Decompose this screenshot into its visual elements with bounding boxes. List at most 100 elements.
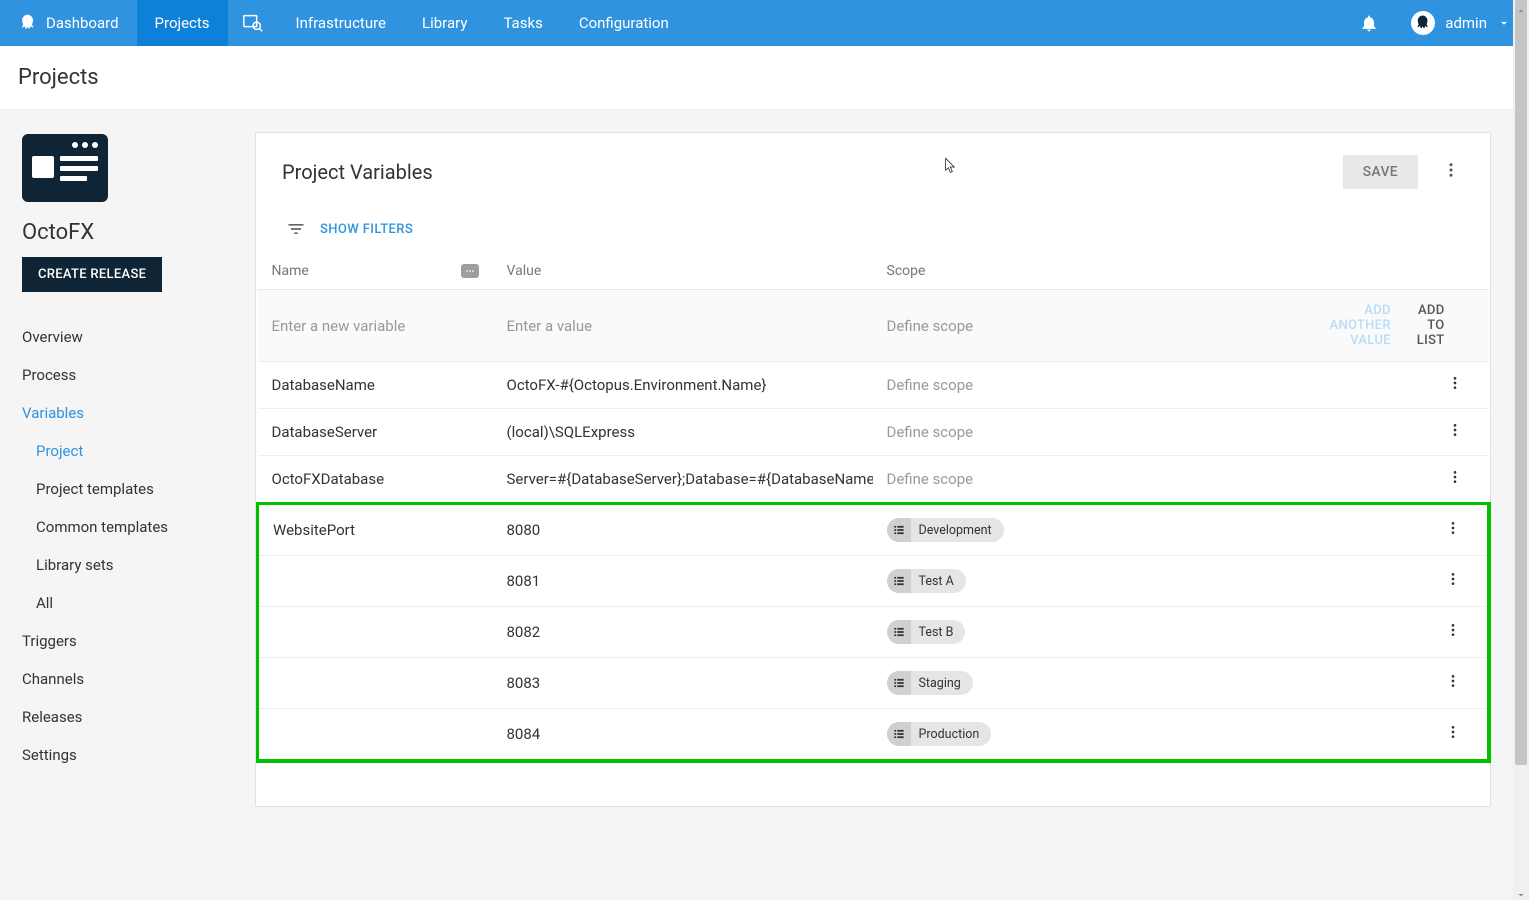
search-card-icon: [242, 12, 264, 34]
nav-infrastructure[interactable]: Infrastructure: [278, 0, 404, 46]
var-value[interactable]: OctoFX-#{Octopus.Environment.Name}: [493, 362, 873, 409]
show-filters-link[interactable]: SHOW FILTERS: [320, 222, 413, 237]
row-more-icon[interactable]: [1441, 669, 1465, 698]
col-name: Name: [272, 263, 309, 279]
project-sidebar: OctoFX CREATE RELEASE Overview Process V…: [0, 110, 235, 900]
var-name[interactable]: DatabaseServer: [258, 409, 493, 456]
sidebar-sub-variables: Project Project templates Common templat…: [22, 432, 213, 622]
sidebar-sub-project-templates[interactable]: Project templates: [36, 470, 213, 508]
col-value: Value: [493, 255, 873, 290]
variable-row[interactable]: 8081 Test A: [258, 556, 1489, 607]
sidebar-item-variables[interactable]: Variables: [22, 394, 213, 432]
sidebar-sub-library-sets[interactable]: Library sets: [36, 546, 213, 584]
var-scope[interactable]: Define scope: [887, 423, 974, 441]
scrollbar[interactable]: [1513, 0, 1529, 900]
nav-tasks-label: Tasks: [503, 14, 542, 32]
user-name: admin: [1445, 14, 1487, 32]
nav-tasks[interactable]: Tasks: [485, 0, 560, 46]
save-button[interactable]: SAVE: [1343, 155, 1418, 189]
new-scope-input[interactable]: Define scope: [887, 317, 974, 335]
nav-infrastructure-label: Infrastructure: [296, 14, 386, 32]
variables-card: Project Variables SAVE SHOW FILTERS: [255, 132, 1491, 807]
notifications-button[interactable]: [1345, 0, 1393, 46]
avatar-icon: [1411, 11, 1435, 35]
scope-badge[interactable]: Test B: [887, 620, 966, 644]
scope-badge-label: Production: [919, 727, 980, 742]
name-help-icon[interactable]: [461, 264, 479, 278]
var-value[interactable]: (local)\SQLExpress: [493, 409, 873, 456]
sidebar-item-triggers[interactable]: Triggers: [22, 622, 213, 660]
sidebar-item-releases[interactable]: Releases: [22, 698, 213, 736]
user-menu[interactable]: admin: [1393, 0, 1529, 46]
row-more-icon[interactable]: [1441, 720, 1465, 749]
chevron-down-icon: [1497, 16, 1511, 30]
main-panel: Project Variables SAVE SHOW FILTERS: [235, 110, 1529, 900]
top-nav: Dashboard Projects Infrastructure Librar…: [0, 0, 1529, 46]
project-logo: [22, 134, 108, 202]
sidebar-item-process[interactable]: Process: [22, 356, 213, 394]
variable-row[interactable]: DatabaseServer (local)\SQLExpress Define…: [258, 409, 1489, 456]
row-more-icon[interactable]: [1441, 567, 1465, 596]
add-another-value-link[interactable]: ADD ANOTHER VALUE: [1330, 303, 1391, 348]
sidebar-item-channels[interactable]: Channels: [22, 660, 213, 698]
add-to-list-link[interactable]: ADD TO LIST: [1417, 303, 1445, 348]
scope-badge[interactable]: Test A: [887, 569, 966, 593]
project-name: OctoFX: [22, 220, 213, 245]
row-more-icon[interactable]: [1441, 618, 1465, 647]
brand-icon: [18, 13, 38, 33]
sidebar-links: Overview Process Variables Project Proje…: [22, 318, 213, 774]
scope-badge-label: Test B: [919, 625, 954, 640]
var-name[interactable]: DatabaseName: [258, 362, 493, 409]
bell-icon: [1359, 13, 1379, 33]
list-icon: [887, 671, 911, 695]
var-scope[interactable]: Define scope: [887, 376, 974, 394]
nav-configuration-label: Configuration: [579, 14, 669, 32]
var-value[interactable]: 8081: [493, 556, 873, 607]
scope-badge[interactable]: Staging: [887, 671, 973, 695]
sidebar-sub-project[interactable]: Project: [36, 432, 213, 470]
variable-row[interactable]: DatabaseName OctoFX-#{Octopus.Environmen…: [258, 362, 1489, 409]
new-value-input[interactable]: Enter a value: [507, 317, 593, 335]
var-name[interactable]: OctoFXDatabase: [258, 456, 493, 504]
var-value[interactable]: 8082: [493, 607, 873, 658]
row-more-icon[interactable]: [1443, 371, 1467, 400]
scope-badge-label: Test A: [919, 574, 954, 589]
scope-badge[interactable]: Production: [887, 722, 992, 746]
var-value[interactable]: 8080: [493, 504, 873, 556]
highlighted-variable-group: WebsitePort 8080 Development 8081: [258, 504, 1489, 761]
new-variable-row[interactable]: Enter a new variable Enter a value Defin…: [258, 290, 1489, 362]
sidebar-item-overview[interactable]: Overview: [22, 318, 213, 356]
card-title: Project Variables: [282, 160, 433, 184]
list-icon: [887, 722, 911, 746]
nav-dashboard[interactable]: Dashboard: [0, 0, 137, 46]
variable-row[interactable]: 8082 Test B: [258, 607, 1489, 658]
var-value[interactable]: 8084: [493, 709, 873, 761]
nav-library[interactable]: Library: [404, 0, 485, 46]
card-more-icon[interactable]: [1438, 157, 1464, 187]
row-more-icon[interactable]: [1441, 516, 1465, 545]
nav-search[interactable]: [228, 0, 278, 46]
scope-badge-label: Development: [919, 523, 992, 538]
new-name-input[interactable]: Enter a new variable: [272, 317, 406, 335]
variables-table: Name Value Scope Enter a new: [256, 255, 1490, 762]
row-more-icon[interactable]: [1443, 418, 1467, 447]
nav-configuration[interactable]: Configuration: [561, 0, 687, 46]
page-title-bar: Projects: [0, 46, 1529, 110]
sidebar-item-settings[interactable]: Settings: [22, 736, 213, 774]
var-scope[interactable]: Define scope: [887, 470, 974, 488]
sidebar-sub-all[interactable]: All: [36, 584, 213, 622]
variable-row[interactable]: 8084 Production: [258, 709, 1489, 761]
variable-row[interactable]: 8083 Staging: [258, 658, 1489, 709]
var-value[interactable]: Server=#{DatabaseServer};Database=#{Data…: [493, 456, 873, 504]
nav-library-label: Library: [422, 14, 467, 32]
sidebar-sub-common-templates[interactable]: Common templates: [36, 508, 213, 546]
variable-row[interactable]: WebsitePort 8080 Development: [258, 504, 1489, 556]
var-value[interactable]: 8083: [493, 658, 873, 709]
nav-projects[interactable]: Projects: [137, 0, 228, 46]
scope-badge[interactable]: Development: [887, 518, 1004, 542]
row-more-icon[interactable]: [1443, 465, 1467, 494]
col-scope: Scope: [873, 255, 1316, 290]
variable-row[interactable]: OctoFXDatabase Server=#{DatabaseServer};…: [258, 456, 1489, 504]
create-release-button[interactable]: CREATE RELEASE: [22, 257, 162, 292]
var-name[interactable]: WebsitePort: [258, 504, 493, 556]
